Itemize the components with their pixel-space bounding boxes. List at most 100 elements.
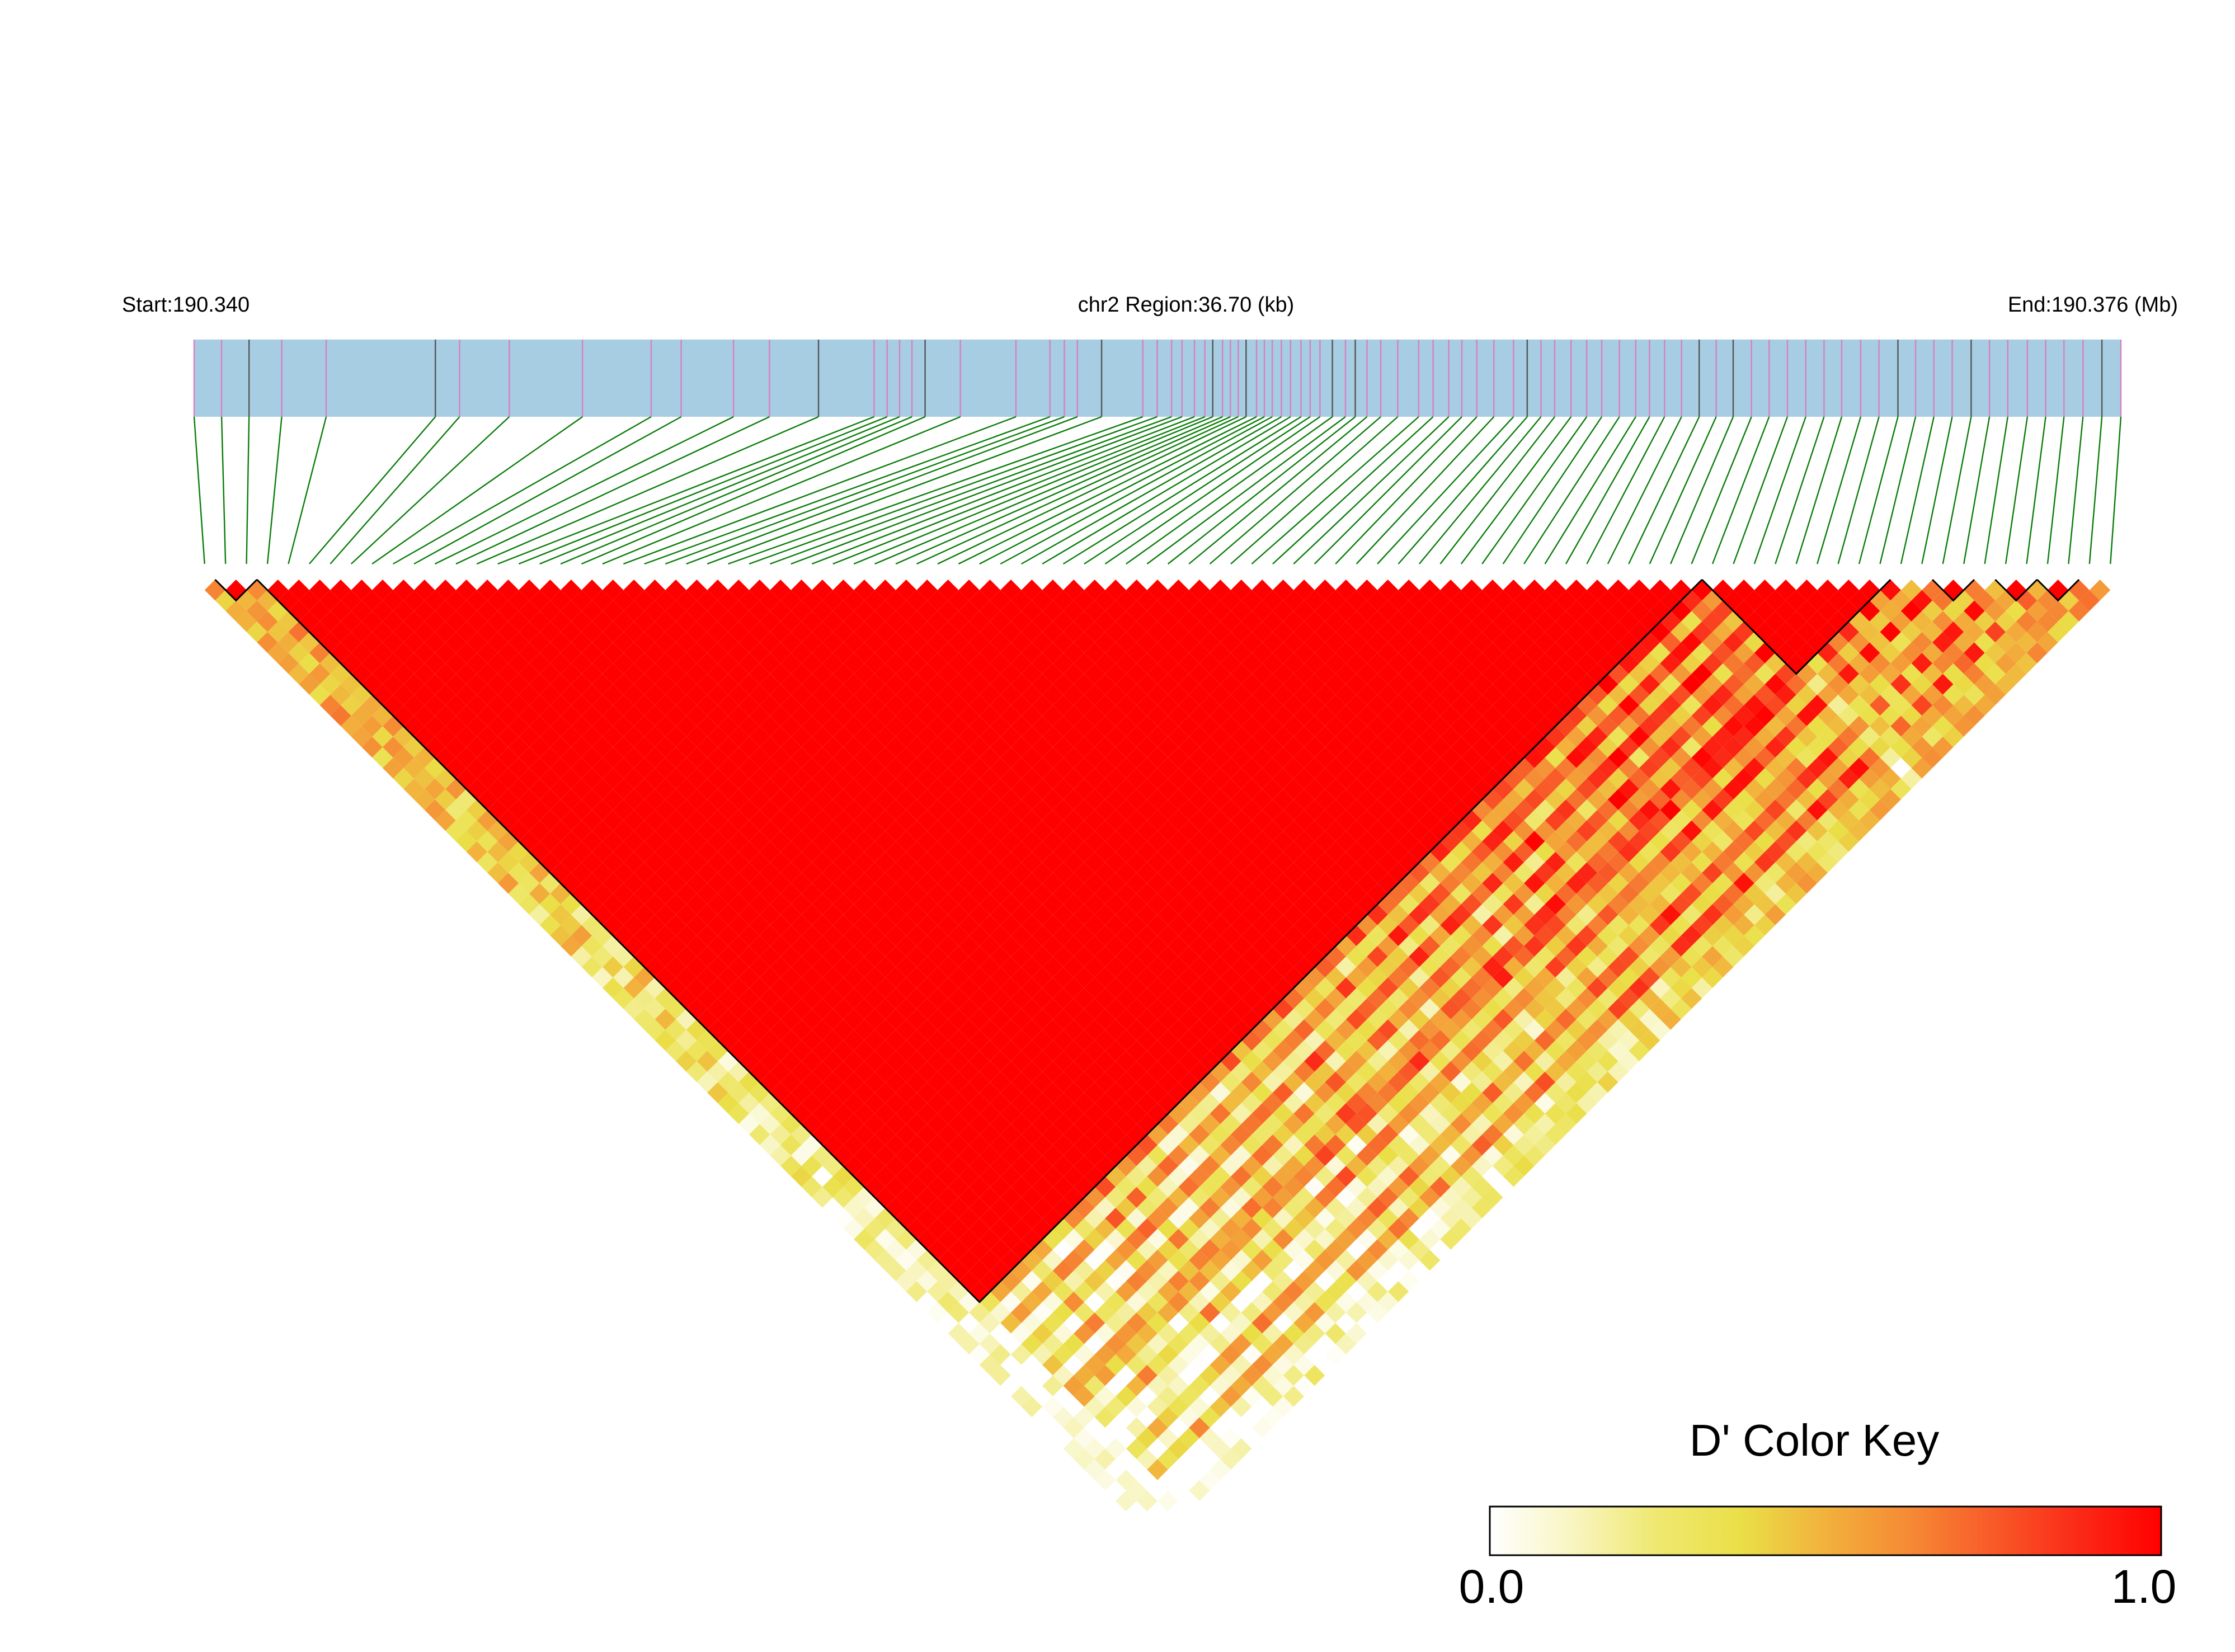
ld-cell	[822, 1176, 844, 1198]
ld-cell	[896, 600, 917, 622]
ld-cell	[1314, 663, 1336, 685]
ld-cell	[1471, 674, 1493, 695]
ld-cell	[1482, 663, 1503, 685]
ld-cell	[1534, 778, 1556, 800]
ld-cell	[906, 1029, 928, 1051]
ld-cell	[665, 809, 686, 831]
ld-cell	[1052, 862, 1074, 883]
ld-cell	[372, 580, 393, 601]
ld-cell	[728, 935, 750, 957]
ld-cell	[1681, 946, 1702, 967]
snp-connector	[560, 416, 912, 565]
ld-cell	[1681, 611, 1702, 632]
ld-cell	[1199, 1113, 1221, 1135]
ld-cell	[1262, 883, 1283, 905]
snp-connector	[1837, 416, 1880, 564]
ld-cell	[1702, 736, 1723, 758]
ld-cell	[1032, 946, 1053, 967]
ld-cell	[1251, 873, 1273, 894]
ld-cell	[1052, 1029, 1074, 1051]
ld-cell	[1010, 1344, 1032, 1365]
ld-cell	[1534, 1093, 1556, 1114]
ld-cell	[1262, 987, 1283, 1009]
ld-cell	[1545, 663, 1566, 685]
ld-cell	[1660, 967, 1681, 988]
ld-cell	[1492, 946, 1514, 967]
ld-cell	[1136, 736, 1158, 758]
ld-cell	[927, 1051, 948, 1072]
ld-cell	[969, 799, 990, 821]
ld-cell	[822, 674, 844, 695]
snp-connector	[1146, 416, 1346, 564]
ld-cell	[1576, 1071, 1598, 1093]
ld-cell	[990, 1197, 1011, 1218]
ld-cell	[1702, 757, 1723, 779]
ld-cell	[1272, 1187, 1294, 1208]
ld-cell	[1597, 946, 1618, 967]
ld-cell	[1094, 1197, 1116, 1218]
ld-cell	[864, 904, 886, 925]
ld-cell	[885, 1029, 906, 1051]
ld-cell	[1827, 611, 1849, 632]
snp-connector	[1502, 416, 1603, 564]
ld-cell	[916, 768, 938, 789]
ld-cell	[1272, 600, 1294, 622]
ld-cell	[1220, 1113, 1241, 1135]
ld-cell	[435, 705, 456, 727]
ld-cell	[1545, 956, 1566, 978]
ld-cell	[1629, 893, 1650, 915]
ld-cell	[1712, 747, 1734, 768]
ld-cell	[1158, 716, 1179, 737]
ld-cell	[455, 831, 477, 852]
ld-cell	[1398, 1187, 1419, 1208]
ld-cell	[801, 925, 823, 947]
ld-cell	[1712, 642, 1734, 663]
ld-cell	[854, 1103, 875, 1124]
ld-cell	[1806, 590, 1828, 611]
ld-cell	[1492, 674, 1514, 695]
ld-cell	[1398, 1166, 1419, 1187]
ld-cell	[1189, 809, 1210, 831]
snp-connector	[308, 416, 436, 564]
ld-cell	[916, 935, 938, 957]
ld-cell	[1231, 1375, 1252, 1396]
ld-cell	[1587, 1040, 1608, 1061]
ld-cell	[749, 1040, 770, 1061]
ld-cell	[1199, 1469, 1221, 1491]
ld-cell	[990, 967, 1011, 988]
ld-cell	[1534, 1135, 1556, 1156]
ld-cell	[1074, 1176, 1095, 1198]
ld-cell	[969, 1239, 990, 1260]
ld-cell	[1283, 1113, 1305, 1135]
ld-cell	[1387, 1113, 1409, 1135]
ld-cell	[1210, 621, 1231, 643]
ld-cell	[1345, 778, 1367, 800]
ld-cell	[1649, 831, 1671, 852]
ld-cell	[288, 642, 309, 663]
ld-cell	[874, 1229, 896, 1250]
ld-cell	[1492, 925, 1514, 947]
ld-cell	[1199, 1051, 1221, 1072]
snp-connector	[266, 416, 283, 564]
ld-cell	[644, 809, 666, 831]
ld-cell	[770, 705, 791, 727]
ld-cell	[1545, 893, 1566, 915]
ld-cell	[1492, 1029, 1514, 1051]
ld-cell	[1775, 726, 1796, 747]
ld-cell	[1471, 778, 1493, 800]
ld-cell	[1513, 820, 1535, 841]
ld-cell	[1241, 1428, 1263, 1449]
ld-cell	[1084, 600, 1105, 622]
ld-cell	[1168, 956, 1189, 978]
ld-cell	[1513, 862, 1535, 883]
ld-cell	[1649, 663, 1671, 685]
ld-cell	[1272, 705, 1294, 727]
ld-cell	[1032, 1009, 1053, 1030]
ld-cell	[1116, 1344, 1137, 1365]
ld-cell	[529, 883, 550, 905]
ld-cell	[697, 716, 718, 737]
ld-cell	[529, 632, 550, 653]
ld-cell	[1377, 977, 1399, 999]
ld-cell	[539, 621, 561, 643]
ld-cell	[1451, 1113, 1472, 1135]
